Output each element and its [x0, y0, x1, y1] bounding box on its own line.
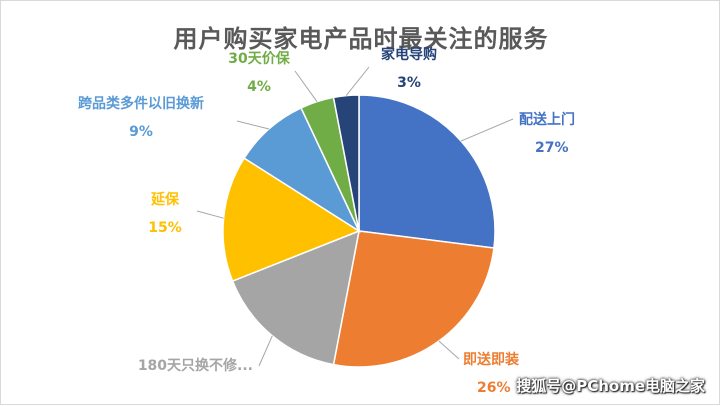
pie-slice: [332, 230, 495, 368]
slice-value-label: 4%: [247, 79, 271, 95]
slice-label: 30天价保: [228, 50, 290, 67]
slice-label: 家电导购: [381, 46, 437, 63]
watermark: 搜狐号@PChome电脑之家: [516, 377, 705, 395]
slice-value-label: 27%: [535, 140, 569, 156]
leader-line: [294, 70, 318, 102]
slice-label: 跨品类多件以旧换新: [78, 95, 204, 112]
slice-label: 即送即装: [463, 351, 520, 368]
pie-slice: [332, 94, 360, 232]
leader-line: [258, 335, 273, 367]
leader-line: [438, 340, 460, 360]
leader-line: [345, 66, 370, 96]
slice-label: 配送上门: [519, 111, 575, 128]
pie-slice: [222, 157, 361, 283]
slice-value-label: 26%: [477, 380, 511, 396]
chart-title: 用户购买家电产品时最关注的服务: [173, 25, 549, 53]
leader-line: [460, 118, 514, 142]
slice-value-label: 15%: [148, 220, 182, 236]
leader-line: [236, 120, 270, 130]
slice-label: 延保: [150, 191, 180, 208]
pie-slice: [231, 229, 360, 366]
pie-slice: [358, 94, 496, 249]
slice-value-label: 3%: [397, 75, 421, 91]
slice-label: 180天只换不修...: [138, 357, 253, 374]
leader-line: [196, 210, 224, 219]
slice-value-label: 9%: [129, 124, 153, 140]
